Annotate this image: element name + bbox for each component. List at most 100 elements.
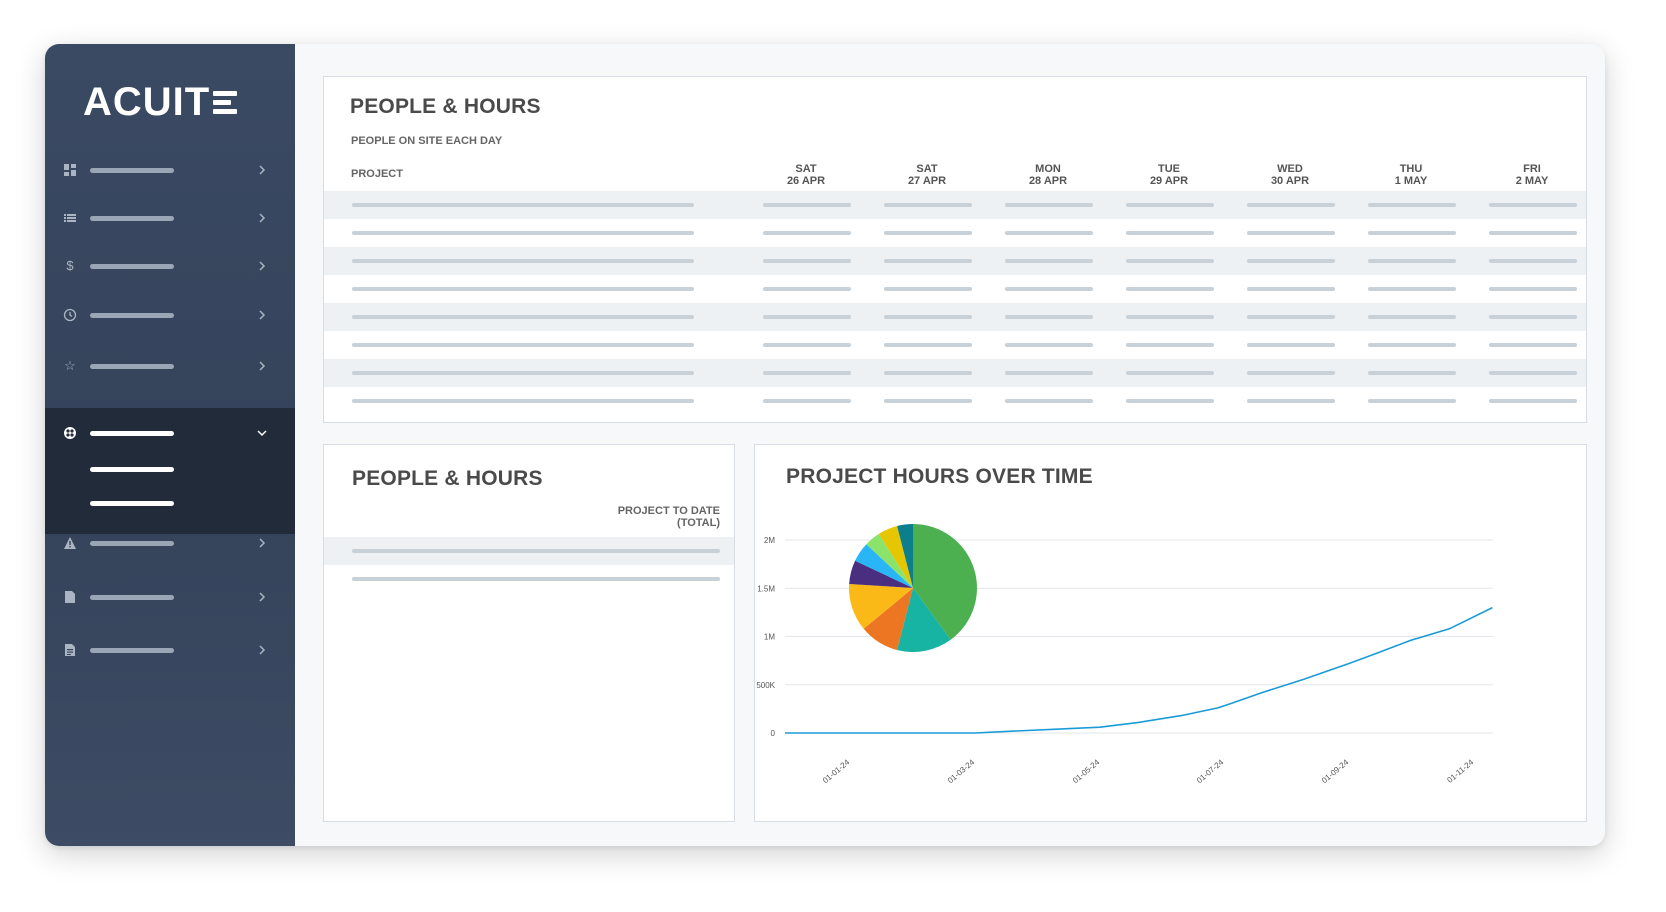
day-cell [1368,343,1456,347]
day-cell [763,315,851,319]
sidebar-item-label [90,430,174,436]
day-cell [1247,343,1335,347]
sidebar-item-time[interactable] [45,295,295,335]
chevron-right-icon [257,359,267,373]
x-tick-label: 01-09-24 [1320,757,1351,785]
sidebar-item-list[interactable] [45,198,295,238]
table-row[interactable] [324,247,1586,275]
chevron-right-icon [257,163,267,177]
project-cell [352,371,694,375]
day-cell [1247,399,1335,403]
table-row[interactable] [324,359,1586,387]
day-cell [884,203,972,207]
day-cell [1247,371,1335,375]
panel-title: PEOPLE & HOURS [352,467,543,490]
day-cell [1247,203,1335,207]
sidebar-item-label [90,363,174,369]
project-column-header[interactable]: PROJECT [351,168,403,180]
day-column-header[interactable]: MON 28 APR [1028,163,1068,187]
day-cell [1126,287,1214,291]
table-row[interactable] [324,219,1586,247]
sidebar-item-label [90,263,174,269]
day-column-header[interactable]: TUE 29 APR [1149,163,1189,187]
day-cell [763,399,851,403]
pie-slice[interactable] [897,588,951,653]
sidebar-item-dashboard[interactable] [45,150,295,190]
day-column-header[interactable]: FRI 2 MAY [1515,163,1549,187]
day-column-header[interactable]: SAT 26 APR [786,163,826,187]
sidebar-item-label [90,540,174,546]
sidebar-subitem-2[interactable] [90,501,174,506]
day-cell [1489,259,1577,263]
day-cell [884,371,972,375]
acuite-logo[interactable]: ACUIT [83,78,257,126]
list-icon [63,211,77,225]
day-column-header[interactable]: SAT 27 APR [907,163,947,187]
table-row[interactable] [324,537,734,565]
day-cell [884,231,972,235]
day-cell [884,259,972,263]
sidebar-subitem-1[interactable] [90,467,174,472]
sidebar-item-files[interactable] [45,577,295,617]
table-row[interactable] [324,303,1586,331]
x-tick-label: 01-05-24 [1071,757,1102,785]
day-cell [1247,259,1335,263]
day-column-header[interactable]: THU 1 MAY [1394,163,1428,187]
chevron-right-icon [257,590,267,604]
day-cell [1489,203,1577,207]
sidebar-item-documents[interactable] [45,630,295,670]
panel-title: PEOPLE & HOURS [350,95,541,118]
clock-icon [63,308,77,322]
day-cell [884,287,972,291]
sidebar-item-label [90,594,174,600]
app-window: ACUIT $ [45,44,1605,846]
table-row[interactable] [324,275,1586,303]
day-cell [1126,399,1214,403]
table-row[interactable] [324,331,1586,359]
sidebar-item-billing[interactable]: $ [45,246,295,286]
table-row[interactable] [324,191,1586,219]
people-hours-total-panel: PEOPLE & HOURS PROJECT TO DATE (TOTAL) [323,444,735,822]
pie-slice[interactable] [913,524,978,640]
sidebar-item-favorites[interactable]: ☆ [45,346,295,386]
panel-title: PROJECT HOURS OVER TIME [786,465,1093,488]
pie-slice[interactable] [866,533,913,588]
pie-slice[interactable] [897,524,913,588]
day-cell [1126,343,1214,347]
sidebar: ACUIT $ [45,44,295,846]
people-hours-daily-panel: PEOPLE & HOURS PEOPLE ON SITE EACH DAY P… [323,76,1587,423]
pie-slice[interactable] [855,544,913,588]
y-tick-label: 1M [764,633,775,642]
day-cell [1489,287,1577,291]
sidebar-item-globe[interactable] [45,413,295,453]
pie-slice[interactable] [878,526,913,588]
project-cell [352,315,694,319]
day-cell [1247,287,1335,291]
day-cell [1005,343,1093,347]
pie-slice[interactable] [849,583,913,629]
day-cell [884,315,972,319]
project-to-date-header[interactable]: PROJECT TO DATE (TOTAL) [617,505,720,529]
y-tick-label: 0 [771,729,776,738]
star-icon: ☆ [64,358,76,373]
project-cell [352,231,694,235]
day-cell [1005,399,1093,403]
day-column-header[interactable]: WED 30 APR [1270,163,1310,187]
table-row[interactable] [324,387,1586,415]
day-cell [1005,231,1093,235]
project-hours-chart: 0 500K 1M 1.5M 2M 01-01-24 01-03-24 01-05-24 01-… [756,524,1493,785]
pie-slice[interactable] [849,560,913,588]
chevron-right-icon [257,211,267,225]
day-cell [763,371,851,375]
table-row[interactable] [324,565,734,593]
day-cell [1005,371,1093,375]
day-cell [1005,203,1093,207]
sidebar-expanded-group [45,408,295,534]
pie-slice[interactable] [863,588,913,650]
hours-line-series[interactable] [785,606,1493,734]
day-cell [1247,315,1335,319]
day-cell [1005,259,1093,263]
sidebar-item-label [90,647,174,653]
sidebar-item-alerts[interactable] [45,523,295,563]
day-cell [763,259,851,263]
